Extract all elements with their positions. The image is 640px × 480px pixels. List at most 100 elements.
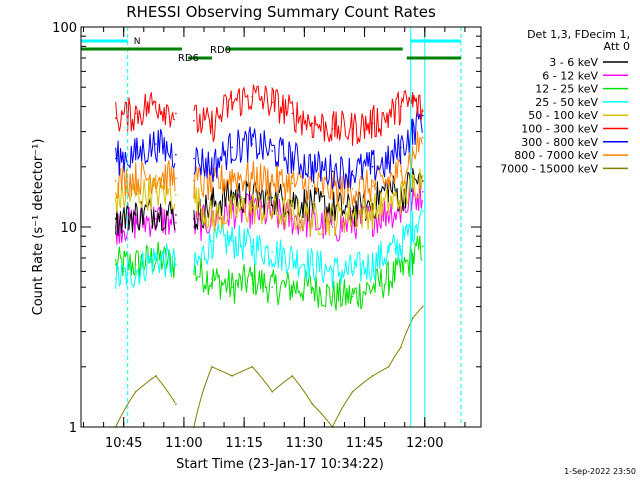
data-point (371, 375, 374, 377)
x-tick-label: 11:30 (286, 436, 323, 451)
data-point (134, 112, 137, 115)
data-point (291, 375, 294, 377)
data-point (422, 245, 424, 248)
data-point (114, 217, 117, 220)
legend-label: 12 - 25 keV (535, 83, 598, 96)
data-point (351, 295, 354, 298)
data-point (155, 143, 157, 145)
data-point (411, 257, 414, 259)
data-point (311, 263, 314, 266)
data-point (291, 217, 294, 220)
data-point (331, 295, 334, 298)
data-point (175, 177, 177, 180)
data-point (291, 157, 294, 160)
series-line (115, 243, 176, 289)
data-point (251, 366, 253, 368)
series-line (193, 84, 423, 146)
data-point (155, 175, 157, 177)
data-point (271, 150, 274, 152)
data-point (422, 191, 424, 193)
data-point (211, 240, 213, 242)
data-point (351, 188, 354, 190)
data-point (155, 191, 157, 193)
data-point (399, 346, 402, 349)
data-point (371, 122, 374, 125)
data-point (193, 180, 195, 182)
data-point (331, 217, 334, 220)
data-point (251, 95, 253, 98)
data-point (331, 270, 334, 273)
data-point (311, 286, 314, 289)
data-point (211, 217, 213, 220)
data-point (114, 157, 117, 160)
data-point (422, 305, 424, 308)
data-point (411, 130, 414, 133)
data-point (422, 110, 424, 112)
data-point (134, 153, 137, 156)
legend-label: 6 - 12 keV (542, 69, 598, 82)
legend-label: 800 - 7000 keV (514, 149, 598, 162)
data-point (251, 143, 253, 145)
data-point (231, 210, 233, 212)
legend-label: 25 - 50 keV (535, 96, 598, 109)
data-point (351, 214, 354, 216)
data-point (114, 180, 117, 182)
data-point (411, 153, 414, 156)
data-point (311, 166, 314, 168)
data-point (231, 286, 233, 289)
data-point (399, 146, 402, 149)
data-point (193, 217, 195, 220)
data-point (155, 257, 157, 259)
data-point (291, 112, 294, 115)
series-line (115, 160, 176, 199)
x-tick-label: 11:15 (225, 436, 262, 451)
plot-frame (80, 26, 482, 428)
data-point (399, 197, 402, 199)
data-point (411, 197, 414, 199)
data-point (351, 170, 354, 172)
data-point (291, 182, 294, 185)
data-point (271, 197, 274, 199)
data-point (422, 180, 424, 182)
data-point (251, 177, 253, 180)
data-point (371, 166, 374, 168)
data-point (311, 217, 314, 220)
series-12-25-keV (114, 235, 424, 311)
data-point (422, 136, 424, 139)
series-7000-15000-keV (114, 305, 424, 428)
legend-label: 7000 - 15000 keV (500, 162, 598, 175)
x-tick-label: 11:45 (346, 436, 383, 451)
data-point (399, 245, 402, 248)
data-point (311, 203, 314, 205)
series-line (115, 375, 176, 428)
series-line (193, 107, 423, 190)
data-point (211, 166, 213, 168)
y-tick-label: 1 (69, 421, 77, 436)
data-point (422, 210, 424, 212)
data-point (311, 185, 314, 187)
data-point (271, 391, 274, 393)
legend-label: 3 - 6 keV (549, 56, 598, 69)
data-point (175, 214, 177, 216)
legend-label: 300 - 800 keV (521, 136, 598, 149)
data-point (231, 175, 233, 177)
data-point (134, 391, 137, 393)
segment-label-rd6: RD6 (178, 53, 199, 64)
data-point (411, 185, 414, 187)
data-point (351, 127, 354, 130)
data-point (371, 263, 374, 266)
x-tick-label: 11:00 (165, 436, 202, 451)
data-point (193, 270, 195, 273)
data-point (193, 226, 195, 228)
data-point (411, 226, 414, 228)
data-point (271, 210, 274, 212)
series-50-100-keV (114, 168, 424, 237)
x-tick-label: 10:45 (105, 436, 142, 451)
series-line (115, 206, 176, 245)
data-point (211, 185, 213, 187)
data-point (134, 214, 137, 216)
data-point (114, 117, 117, 119)
chart-title: RHESSI Observing Summary Count Rates (126, 3, 436, 21)
series-line (193, 168, 423, 237)
data-point (211, 278, 213, 280)
